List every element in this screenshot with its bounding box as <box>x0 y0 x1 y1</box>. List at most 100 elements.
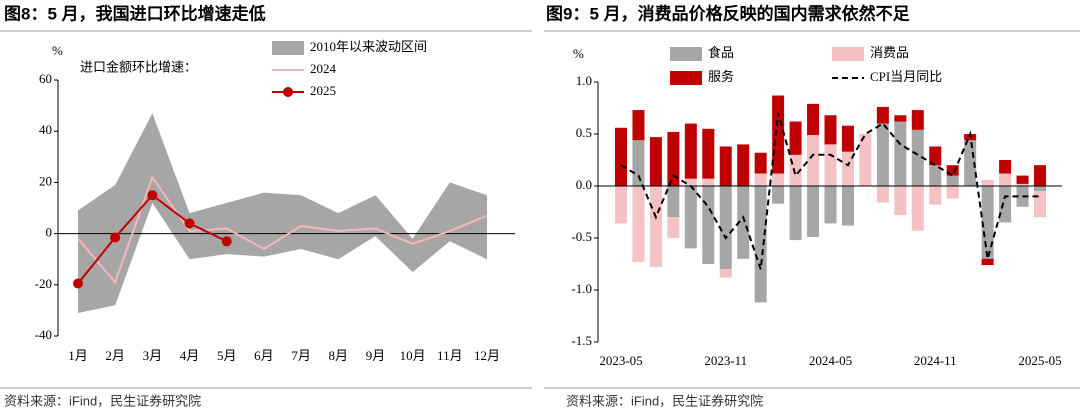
legend-label: 2025 <box>310 83 336 98</box>
point <box>221 236 232 247</box>
bar-segment <box>981 186 994 259</box>
bar-segment <box>772 95 785 174</box>
bar-segment <box>841 125 854 152</box>
bar-segment <box>684 123 697 179</box>
point <box>110 232 121 243</box>
bar-segment <box>667 131 680 186</box>
bar-segment <box>754 173 767 186</box>
bar-segment <box>615 127 627 186</box>
bar-segment <box>772 186 785 204</box>
bar-segment <box>999 173 1012 186</box>
bar-segment <box>737 144 750 186</box>
legend-label: 2024 <box>310 61 337 76</box>
bar-segment <box>824 186 837 224</box>
bar-segment <box>684 186 697 249</box>
bar-segment <box>894 115 907 122</box>
bar-segment <box>807 135 820 186</box>
legend-label: 2010年以来波动区间 <box>310 39 427 54</box>
bar-segment <box>1034 165 1046 186</box>
y-tick-label: -40 <box>35 327 52 342</box>
x-tick-label: 2025-05 <box>1018 353 1061 368</box>
x-tick-label: 2月 <box>105 348 125 363</box>
bar-segment <box>772 173 785 186</box>
bar-segment <box>876 106 889 124</box>
bar-segment <box>1034 186 1046 192</box>
bar-segment <box>649 137 662 186</box>
bar-segment <box>859 134 872 186</box>
bar-segment <box>615 186 627 224</box>
bar-segment <box>946 186 959 199</box>
x-tick-label: 2024-11 <box>914 353 957 368</box>
legend-swatch <box>272 41 304 55</box>
x-tick-label: 6月 <box>254 348 274 363</box>
bar-segment <box>981 258 994 266</box>
y-unit: % <box>573 46 584 61</box>
y-unit: % <box>52 43 63 58</box>
bar-segment <box>789 186 802 241</box>
line <box>620 112 1040 270</box>
x-tick-label: 2023-05 <box>599 353 642 368</box>
bar-segment <box>946 175 959 186</box>
source: 资料来源：iFind，民生证券研究院 <box>4 393 201 408</box>
x-tick-label: 4月 <box>180 348 200 363</box>
y-tick-label: -0.5 <box>571 229 592 244</box>
x-tick-label: 11月 <box>437 348 463 363</box>
x-tick-label: 1月 <box>68 348 88 363</box>
band <box>78 113 487 313</box>
bar-segment <box>719 146 732 186</box>
x-tick-label: 9月 <box>366 348 386 363</box>
bar-segment <box>999 160 1012 174</box>
x-tick-label: 2024-05 <box>809 353 852 368</box>
bar-segment <box>946 165 959 176</box>
bar-segment <box>841 186 854 226</box>
bar-segment <box>1016 175 1029 184</box>
x-tick-label: 2023-11 <box>704 353 747 368</box>
bar-segment <box>632 110 645 141</box>
legend-label: 食品 <box>708 45 734 60</box>
bar-segment <box>964 140 977 186</box>
bar-segment <box>754 152 767 174</box>
bar-segment <box>894 121 907 186</box>
bar-segment <box>667 217 680 238</box>
y-tick-label: 1.0 <box>576 73 592 88</box>
bar-segment <box>1034 191 1046 218</box>
point <box>147 190 158 201</box>
x-tick-label: 3月 <box>143 348 163 363</box>
x-tick-label: 5月 <box>217 348 237 363</box>
point <box>184 218 195 229</box>
legend-label: CPI当月同比 <box>870 69 942 84</box>
legend-swatch <box>670 47 702 61</box>
source: 资料来源：iFind，民生证券研究院 <box>566 393 763 408</box>
bar-segment <box>981 179 994 186</box>
bar-segment <box>876 186 889 203</box>
bar-segment <box>649 186 662 268</box>
bar-segment <box>824 115 837 145</box>
legend-label: 服务 <box>708 69 734 84</box>
annotation: 进口金额环比增速： <box>80 59 197 74</box>
bar-segment <box>702 178 715 186</box>
bar-segment <box>719 186 732 270</box>
bar-segment <box>754 186 767 303</box>
bar-segment <box>807 186 820 237</box>
bar-segment <box>929 186 942 205</box>
bar-segment <box>702 128 715 179</box>
x-tick-label: 8月 <box>329 348 349 363</box>
legend-swatch <box>832 47 864 61</box>
bar-segment <box>911 186 924 231</box>
bar-segment <box>999 186 1012 223</box>
y-tick-label: 60 <box>39 71 52 86</box>
bar-segment <box>807 103 820 136</box>
y-tick-label: -20 <box>35 276 52 291</box>
bar-segment <box>929 146 942 166</box>
x-tick-label: 7月 <box>291 348 311 363</box>
line <box>77 175 488 285</box>
y-tick-label: 0.0 <box>576 177 592 192</box>
bar-segment <box>719 269 732 278</box>
bar-segment <box>737 186 750 259</box>
point <box>73 278 83 289</box>
bar-segment <box>911 129 924 186</box>
y-tick-label: 0.5 <box>576 125 592 140</box>
y-tick-label: 20 <box>39 173 52 188</box>
bar-segment <box>632 140 645 186</box>
